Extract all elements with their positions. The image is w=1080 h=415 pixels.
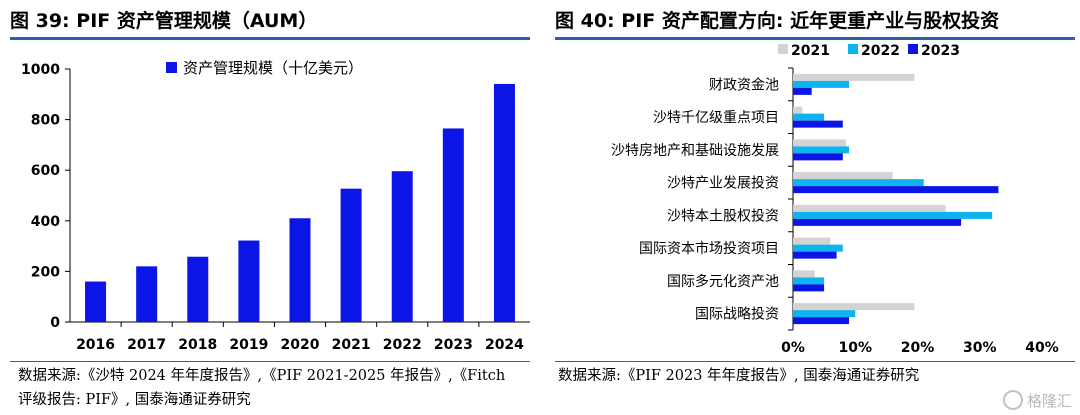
x-tick-label: 2016 (76, 337, 115, 353)
source-line: 数据来源:《PIF 2023 年年度报告》, 国泰海通证券研究 (558, 368, 920, 384)
watermark: 格隆汇 (1002, 390, 1072, 411)
allocation-bar-2021 (793, 204, 946, 212)
allocation-chart-panel: 图 40: PIF 资产配置方向: 近年更重产业与股权投资 2021 2022 20… (545, 0, 1080, 415)
allocation-bar-2022 (793, 244, 843, 252)
title-divider (555, 37, 1075, 40)
allocation-chart-title: 图 40: PIF 资产配置方向: 近年更重产业与股权投资 (555, 10, 1000, 32)
y-tick-label: 0 (50, 315, 60, 331)
x-tick-label: 2019 (229, 337, 268, 353)
source-line: 数据来源:《沙特 2024 年年度报告》,《PIF 2021-2025 年报告》… (18, 368, 506, 384)
y-tick-label: 1000 (21, 62, 60, 78)
x-tick-label: 2018 (178, 337, 217, 353)
allocation-bar-2021 (793, 73, 915, 81)
allocation-bar-2022 (793, 211, 993, 219)
legend-label: 2023 (921, 43, 960, 59)
aum-bar (238, 240, 260, 322)
aum-bar (391, 171, 413, 322)
x-tick-label: 2017 (127, 337, 166, 353)
x-tick-label: 30% (963, 340, 997, 356)
allocation-bar-2021 (793, 303, 915, 311)
legend-swatch (778, 44, 788, 54)
x-tick-label: 10% (838, 340, 872, 356)
y-tick-label: 国际多元化资产池 (667, 273, 779, 290)
x-tick-label: 40% (1025, 340, 1059, 356)
allocation-bar-2022 (793, 310, 856, 318)
allocation-bar-2022 (793, 146, 850, 154)
y-tick-label: 400 (31, 214, 60, 230)
allocation-bar-2023 (793, 317, 850, 325)
aum-bar (442, 128, 464, 322)
aum-bar (493, 83, 515, 322)
allocation-bar-2021 (793, 237, 831, 245)
source-line: 评级报告: PIF》, 国泰海通证券研究 (18, 392, 251, 408)
allocation-bar-2022 (793, 277, 825, 285)
y-tick-label: 沙特千亿级重点项目 (653, 110, 779, 126)
aum-bar (136, 266, 158, 322)
aum-bar-chart: 0 200 400 600 800 1000 2016 2017 2018 2019 2020 202… (21, 59, 530, 353)
aum-chart-panel: 图 39: PIF 资产管理规模（AUM） 0 200 400 600 800 1000 2… (10, 10, 538, 412)
y-tick-label: 国际战略投资 (695, 307, 779, 323)
y-tick-label: 600 (31, 163, 60, 179)
allocation-bar-2022 (793, 80, 850, 88)
gelonghui-logo-icon (1002, 390, 1023, 410)
allocation-bar-2023 (793, 153, 843, 161)
allocation-bar-2023 (793, 284, 825, 292)
chart-legend: 2021 2022 2023 (778, 43, 960, 59)
x-tick-label: 0% (781, 340, 805, 356)
x-tick-label: 2023 (434, 337, 473, 353)
aum-bar (85, 281, 107, 322)
allocation-bar-2021 (793, 270, 815, 278)
title-divider (10, 37, 530, 40)
legend-label: 2022 (861, 43, 900, 59)
aum-chart-title: 图 39: PIF 资产管理规模（AUM） (10, 10, 318, 32)
x-tick-label: 20% (901, 340, 935, 356)
aum-bar (340, 188, 362, 322)
allocation-bar-2021 (793, 106, 803, 114)
allocation-source-note: 数据来源:《PIF 2023 年年度报告》, 国泰海通证券研究 (558, 364, 1068, 388)
y-tick-label: 800 (31, 113, 60, 129)
watermark-text: 格隆汇 (1026, 392, 1072, 410)
y-tick-label: 沙特产业发展投资 (667, 176, 779, 192)
allocation-bar-2023 (793, 120, 843, 128)
legend-swatch (166, 62, 177, 73)
aum-bar (289, 218, 311, 322)
y-tick-label: 沙特本土股权投资 (667, 208, 779, 224)
x-tick-label: 2020 (281, 337, 320, 353)
legend-label: 2021 (791, 43, 830, 59)
x-tick-label: 2021 (332, 337, 371, 353)
allocation-bar-chart: 2021 2022 2023 0% 10% 20% 30% 40% 财政资金池沙特千亿级重点项目… (611, 43, 1059, 356)
y-tick-label: 沙特房地产和基础设施发展 (611, 142, 779, 159)
allocation-bar-2023 (793, 251, 837, 259)
legend-swatch (908, 44, 918, 54)
source-divider (555, 361, 1075, 362)
allocation-bar-2021 (793, 139, 846, 147)
allocation-bar-2023 (793, 218, 962, 226)
allocation-bar-2022 (793, 179, 924, 187)
aum-bar (187, 256, 209, 322)
source-divider (10, 361, 530, 362)
x-tick-label: 2024 (485, 337, 524, 353)
legend-label: 资产管理规模（十亿美元） (183, 59, 363, 77)
chart-legend: 资产管理规模（十亿美元） (166, 59, 363, 77)
aum-source-note: 数据来源:《沙特 2024 年年度报告》,《PIF 2021-2025 年报告》… (18, 364, 538, 412)
allocation-bar-2023 (793, 87, 812, 95)
y-tick-label: 国际资本市场投资项目 (639, 240, 779, 257)
y-tick-label: 财政资金池 (709, 77, 779, 93)
y-tick-label: 200 (31, 264, 60, 280)
legend-swatch (848, 44, 858, 54)
allocation-bar-2023 (793, 186, 999, 194)
allocation-bar-2021 (793, 172, 893, 180)
x-tick-label: 2022 (383, 337, 422, 353)
allocation-bar-2022 (793, 113, 825, 121)
